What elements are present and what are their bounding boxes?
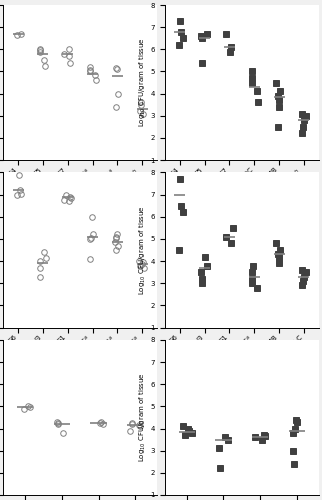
Y-axis label: Log$_{10}$ CFU/gram of tissue: Log$_{10}$ CFU/gram of tissue xyxy=(137,38,148,128)
Y-axis label: Log$_{10}$ CFU/gram of tissue: Log$_{10}$ CFU/gram of tissue xyxy=(137,205,148,295)
Y-axis label: Log$_{10}$ CFU/gram of tissue: Log$_{10}$ CFU/gram of tissue xyxy=(137,372,148,462)
